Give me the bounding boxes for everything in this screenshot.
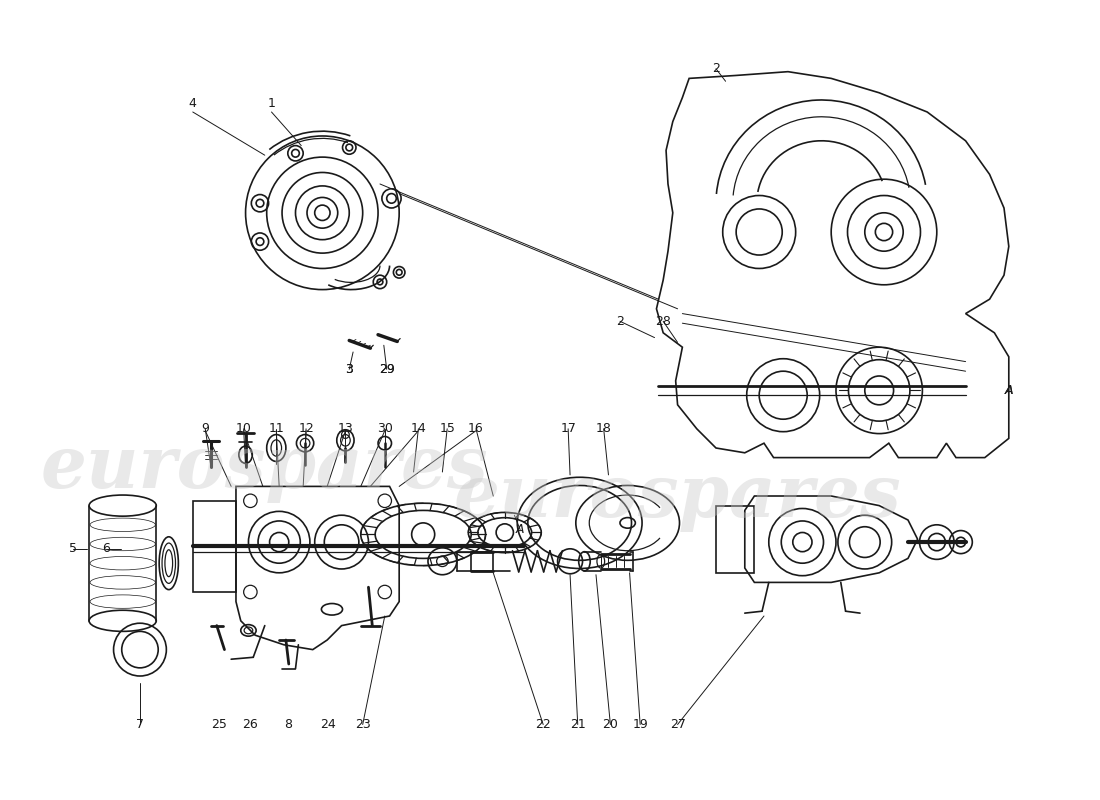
Text: 18: 18 [596, 422, 612, 435]
Text: 15: 15 [439, 422, 455, 435]
Text: A: A [1004, 384, 1013, 397]
Text: 22: 22 [536, 718, 551, 731]
Text: A: A [516, 523, 525, 536]
Text: 16: 16 [469, 422, 484, 435]
Text: 8: 8 [284, 718, 292, 731]
Text: 14: 14 [410, 422, 427, 435]
Text: 30: 30 [377, 422, 393, 435]
Text: 12: 12 [298, 422, 314, 435]
Text: eurospares: eurospares [41, 432, 488, 502]
Text: 29: 29 [378, 362, 395, 376]
Text: 27: 27 [670, 718, 685, 731]
Text: 25: 25 [211, 718, 227, 731]
Text: 7: 7 [136, 718, 144, 731]
Text: 2: 2 [712, 62, 719, 75]
Text: A: A [1004, 384, 1013, 397]
Text: 19: 19 [632, 718, 648, 731]
Text: 29: 29 [378, 362, 395, 376]
Text: 3: 3 [345, 362, 353, 376]
Text: 24: 24 [320, 718, 336, 731]
Text: 6: 6 [102, 542, 110, 555]
Text: 2: 2 [616, 314, 624, 328]
Text: 28: 28 [656, 314, 671, 328]
Text: 10: 10 [235, 422, 252, 435]
Text: 1: 1 [267, 97, 275, 110]
Text: eurospares: eurospares [454, 461, 901, 531]
Text: 4: 4 [189, 97, 197, 110]
Text: 3: 3 [345, 362, 353, 376]
Text: 5: 5 [69, 542, 77, 555]
Text: 20: 20 [603, 718, 618, 731]
Text: 17: 17 [560, 422, 576, 435]
Text: 13: 13 [338, 422, 353, 435]
Text: 23: 23 [355, 718, 371, 731]
Text: 11: 11 [268, 422, 284, 435]
Text: 26: 26 [242, 718, 258, 731]
Text: 21: 21 [570, 718, 585, 731]
Text: 9: 9 [201, 422, 209, 435]
